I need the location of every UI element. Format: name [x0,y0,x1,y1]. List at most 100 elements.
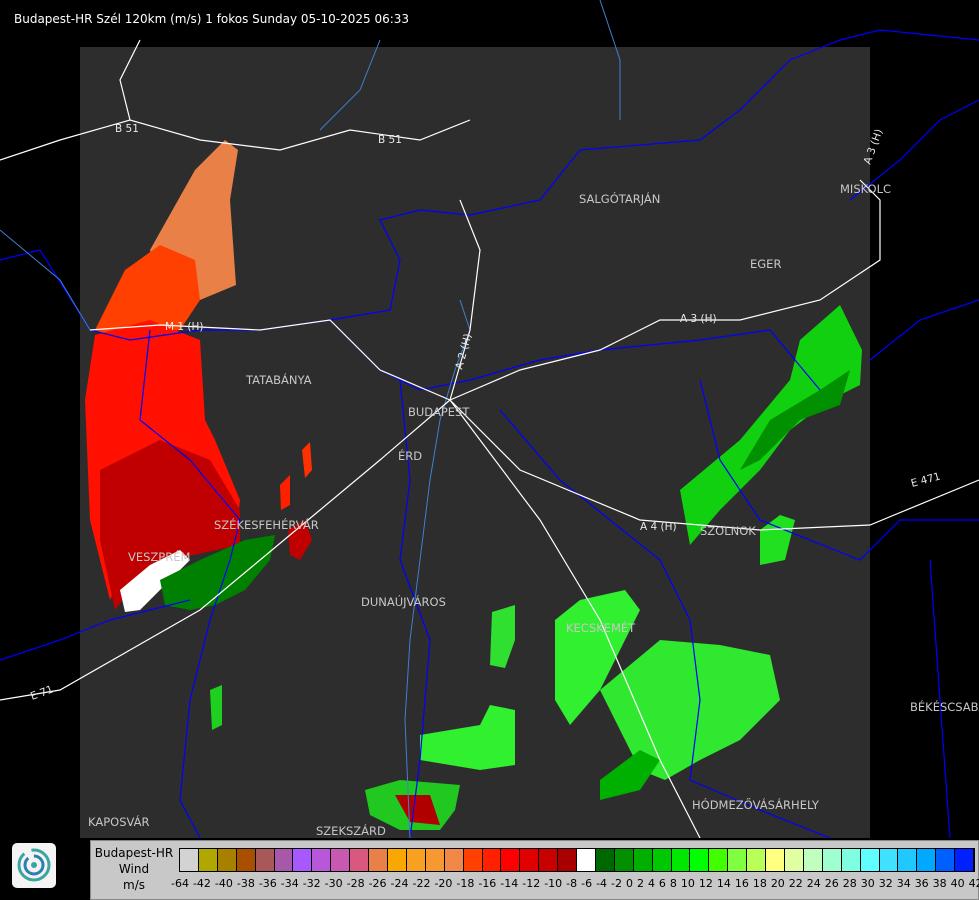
legend-tick-label: -2 [611,877,622,890]
city-label: BÉKÉSCSABA [910,699,979,714]
city-labels: SALGÓTARJÁN EGER MISKOLC TATABÁNYA BUDAP… [88,182,979,838]
legend-ticks: -64 -42 -40 -38 -36 -34 -32 -30 -28 -26 -24 -22 -20-… [171,877,979,890]
legend-label-line: Budapest-HR [94,846,174,860]
legend-tick-label: 0 [625,877,633,890]
legend-color-cell [331,849,351,871]
city-label: SALGÓTARJÁN [579,191,660,206]
road-label: E 71 [29,684,55,703]
legend-color-cell [785,849,804,871]
legend-label-line: m/s [123,878,145,892]
city-label: DUNAÚJVÁROS [361,594,446,609]
legend-color-cell [671,849,691,871]
legend-color-cell [387,849,407,871]
legend-color-cell [595,849,615,871]
echo-red-strip-2 [280,475,290,510]
echo-red-strip-1 [302,442,312,478]
legend-color-cell [860,849,880,871]
legend-tick-label: 14 [716,877,731,890]
road-label: B 51 [378,134,402,146]
legend-tick-label: 40 [950,877,965,890]
legend-color-cell [312,849,332,871]
legend-tick-label: 22 [788,877,803,890]
road-label: B 51 [115,123,139,135]
legend-color-cell [747,849,767,871]
legend-tick-label: 18 [752,877,767,890]
city-label: KAPOSVÁR [88,814,149,829]
legend-color-cell [406,849,426,871]
legend-color-cell [955,849,975,871]
city-label: SZÉKESFEHÉRVÁR [214,517,319,532]
city-label: TATABÁNYA [245,372,312,387]
echo-green-south-center [420,705,515,770]
legend-color-cell [482,849,502,871]
echo-green-szolnok [760,515,795,565]
legend-tick-label: 38 [932,877,947,890]
legend-color-cell [236,849,256,871]
legend-tick-label: -10 [544,877,563,890]
legend-tick-label: -38 [236,877,255,890]
legend-color-cell [803,849,823,871]
legend-color-cell [274,849,294,871]
legend-tick-label: 6 [658,877,666,890]
road-label: M 1 (H) [165,321,204,333]
legend-tick-label: -4 [596,877,608,890]
legend-color-cell [879,849,899,871]
legend-tick-label: 2 [636,877,644,890]
legend-color-cell [520,849,540,871]
legend-tick-label: 26 [824,877,839,890]
legend-color-cell [501,849,521,871]
legend-color-cell [728,849,748,871]
legend-color-cell [709,849,729,871]
city-label: VESZPRÉM [128,549,190,564]
legend-tick-label: 28 [842,877,857,890]
legend-color-cell [217,849,237,871]
legend-color-bar [179,848,975,872]
road-label: A 3 (H) [680,313,717,325]
legend-tick-label: -20 [434,877,453,890]
legend-tick-label: -34 [280,877,299,890]
legend-tick-label: -8 [566,877,578,890]
legend-tick-label: -26 [368,877,387,890]
echo-darkred-west [100,440,240,610]
legend-color-cell [255,849,275,871]
city-label: MISKOLC [840,182,891,196]
legend-color-cell [293,849,313,871]
echo-white-west [120,550,190,612]
legend-tick-label: -22 [412,877,431,890]
legend-tick-label: -18 [456,877,475,890]
legend-color-cell [917,849,937,871]
legend-tick-label: 10 [680,877,695,890]
radar-swirl-logo-icon [12,843,56,888]
legend-color-cell [652,849,672,871]
legend-color-cell [936,849,956,871]
roads [0,39,979,839]
legend-tick-label: -14 [500,877,519,890]
legend-color-cell [898,849,918,871]
echo-green-kecskemet [555,590,640,725]
legend-tick-label: 4 [647,877,655,890]
legend-tick-label: -40 [214,877,233,890]
legend-color-cell [633,849,653,871]
legend-color-cell [822,849,842,871]
city-label: EGER [750,257,781,271]
legend-color-cell [539,849,559,871]
legend-color-cell [180,849,199,871]
legend-tick-label: 42 [968,877,979,890]
echo-green-southeast [600,640,780,780]
echo-green-southwest [160,535,275,610]
city-label: BUDAPEST [408,405,470,419]
map-title: Budapest-HR Szél 120km (m/s) 1 fokos Sun… [14,12,410,26]
legend-tick-label: 24 [806,877,821,890]
legend-label-line: Wind [118,862,150,876]
legend-color-cell [198,849,218,871]
legend-tick-label: -28 [346,877,365,890]
road-label: A 4 (H) [640,521,677,533]
legend-tick-label: 16 [734,877,749,890]
legend-tick-label: -16 [478,877,497,890]
legend-tick-label: 34 [896,877,911,890]
legend-color-cell [444,849,464,871]
legend-tick-label: -36 [258,877,277,890]
echo-darkgreen-northeast [740,370,850,470]
legend-tick-label: -12 [522,877,541,890]
